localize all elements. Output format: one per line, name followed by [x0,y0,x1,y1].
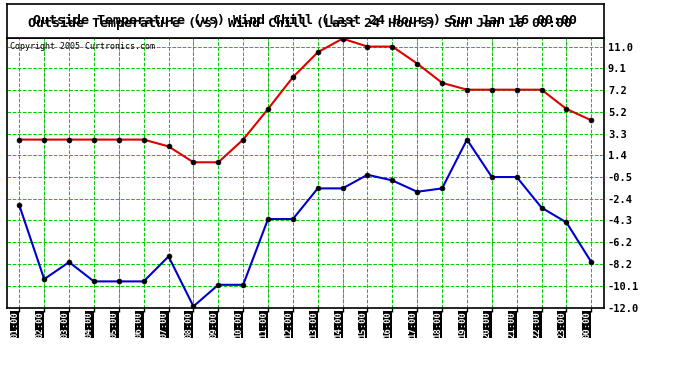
Text: 22:00: 22:00 [537,311,546,338]
Text: 16:00: 16:00 [388,311,397,338]
Text: 19:00: 19:00 [458,311,467,338]
Text: 13:00: 13:00 [313,311,322,338]
Text: 09:00: 09:00 [214,311,223,338]
Text: 04:00: 04:00 [85,311,94,338]
Text: 01:00: 01:00 [10,311,19,338]
Text: 09:00: 09:00 [209,311,218,338]
Text: 06:00: 06:00 [135,311,144,338]
Text: 04:00: 04:00 [90,311,99,338]
Text: 17:00: 17:00 [413,311,422,338]
Text: 20:00: 20:00 [487,311,496,338]
Text: 23:00: 23:00 [558,311,566,338]
Text: 08:00: 08:00 [189,311,198,338]
Text: 16:00: 16:00 [384,311,393,338]
Text: Copyright 2005 Curtronics.com: Copyright 2005 Curtronics.com [10,42,155,51]
Text: Outside Temperature (vs) Wind Chill (Last 24 Hours) Sun Jan 16 00:00: Outside Temperature (vs) Wind Chill (Las… [28,17,572,30]
Text: 15:00: 15:00 [363,311,372,338]
Text: 20:00: 20:00 [483,311,492,338]
Text: 06:00: 06:00 [139,311,148,338]
Text: 10:00: 10:00 [239,311,248,338]
Text: 05:00: 05:00 [110,311,119,338]
Text: 21:00: 21:00 [512,311,521,338]
Text: 19:00: 19:00 [462,311,471,338]
Text: 05:00: 05:00 [115,311,124,338]
Text: 18:00: 18:00 [437,311,446,338]
Text: 23:00: 23:00 [562,311,571,338]
Text: 17:00: 17:00 [408,311,417,338]
Text: 02:00: 02:00 [35,311,44,338]
Text: 00:00: 00:00 [582,311,591,338]
Text: 12:00: 12:00 [288,311,297,338]
Text: 22:00: 22:00 [533,311,542,338]
Text: 15:00: 15:00 [359,311,368,338]
Text: 18:00: 18:00 [433,311,442,338]
Text: 14:00: 14:00 [338,311,347,338]
Text: 07:00: 07:00 [164,311,173,338]
Text: 21:00: 21:00 [508,311,517,338]
Text: 00:00: 00:00 [586,311,596,338]
Text: 12:00: 12:00 [284,311,293,338]
Text: 01:00: 01:00 [14,311,24,338]
Text: 14:00: 14:00 [334,311,343,338]
Text: 02:00: 02:00 [40,311,49,338]
Text: 11:00: 11:00 [264,311,273,338]
Text: 11:00: 11:00 [259,311,268,338]
Text: 03:00: 03:00 [65,311,74,338]
Text: 07:00: 07:00 [159,311,168,338]
Text: 13:00: 13:00 [308,311,318,338]
Text: 08:00: 08:00 [184,311,193,338]
Text: 03:00: 03:00 [60,311,69,338]
Text: 10:00: 10:00 [234,311,243,338]
Text: Outside Temperature (vs) Wind Chill (Last 24 Hours) Sun Jan 16 00:00: Outside Temperature (vs) Wind Chill (Las… [33,14,578,27]
